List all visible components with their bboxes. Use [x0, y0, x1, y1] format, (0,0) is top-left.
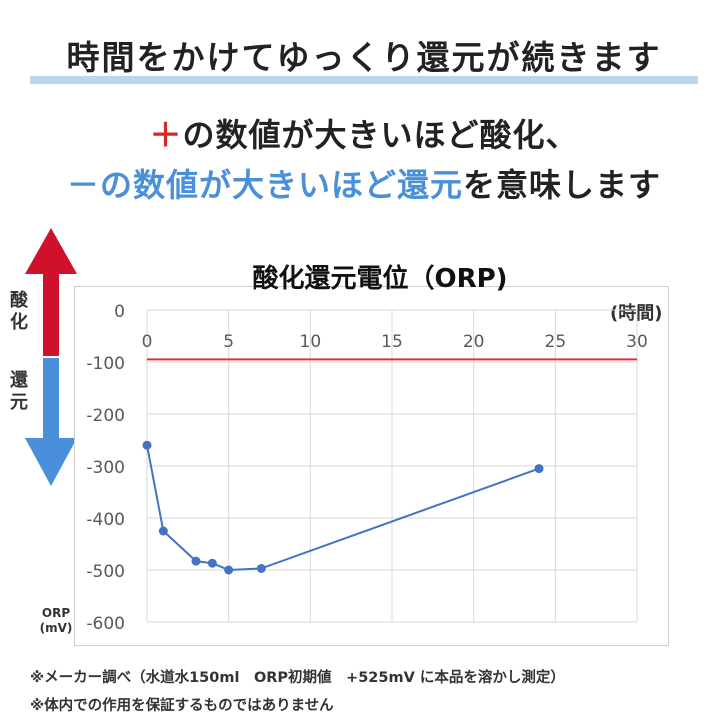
subtitle-line-2-text: を意味します: [463, 166, 662, 204]
x-axis-label: (時間): [610, 303, 663, 324]
y-tick-label: 0: [114, 302, 125, 322]
y-tick-label: -600: [86, 614, 125, 634]
note-1: ※メーカー調べ（水道水150ml ORP初期値 +525mV に本品を溶かし測定…: [30, 670, 565, 686]
data-point: [142, 440, 152, 450]
data-point: [224, 565, 234, 575]
y-tick-label: -400: [86, 510, 125, 530]
plus-sign: ＋: [149, 116, 183, 154]
oxidation-arrow-icon: [25, 228, 77, 356]
data-point: [207, 558, 217, 568]
subtitle-line-2-blue: －の数値が大きいほど還元: [66, 166, 463, 204]
series-line: [146, 445, 540, 572]
x-tick-label: 5: [223, 332, 234, 352]
data-point: [158, 526, 168, 536]
chart-title: 酸化還元電位（ORP): [252, 264, 508, 294]
x-tick-label: 25: [545, 332, 567, 352]
data-point: [256, 563, 266, 573]
y-tick-label: -100: [86, 354, 125, 374]
x-tick-label: 30: [626, 332, 648, 352]
headline: 時間をかけてゆっくり還元が続きます: [66, 38, 662, 77]
oxidation-label: 酸化: [10, 290, 28, 333]
headline-underline: [30, 76, 698, 84]
y-tick-label: -200: [86, 406, 125, 426]
data-point: [191, 556, 201, 566]
data-point: [534, 464, 544, 474]
x-tick-label: 20: [463, 332, 485, 352]
subtitle-line-1: ＋の数値が大きいほど酸化、: [0, 112, 728, 158]
y-axis-label-line-2: (mV): [39, 621, 73, 635]
reduction-arrow-icon: [25, 358, 77, 486]
y-tick-label: -300: [86, 458, 125, 478]
x-tick-label: 10: [300, 332, 322, 352]
subtitle-line-2: －の数値が大きいほど還元を意味します: [0, 162, 728, 208]
x-tick-label: 0: [142, 332, 153, 352]
note-2: ※体内での作用を保証するものではありません: [30, 698, 334, 714]
y-axis-label-line-1: ORP: [41, 606, 71, 620]
y-axis-label: ORP (mV): [36, 606, 76, 636]
y-tick-label: -500: [86, 562, 125, 582]
x-tick-label: 15: [381, 332, 403, 352]
subtitle-line-1-text: の数値が大きいほど酸化、: [182, 116, 579, 154]
reduction-label: 還元: [10, 370, 28, 413]
